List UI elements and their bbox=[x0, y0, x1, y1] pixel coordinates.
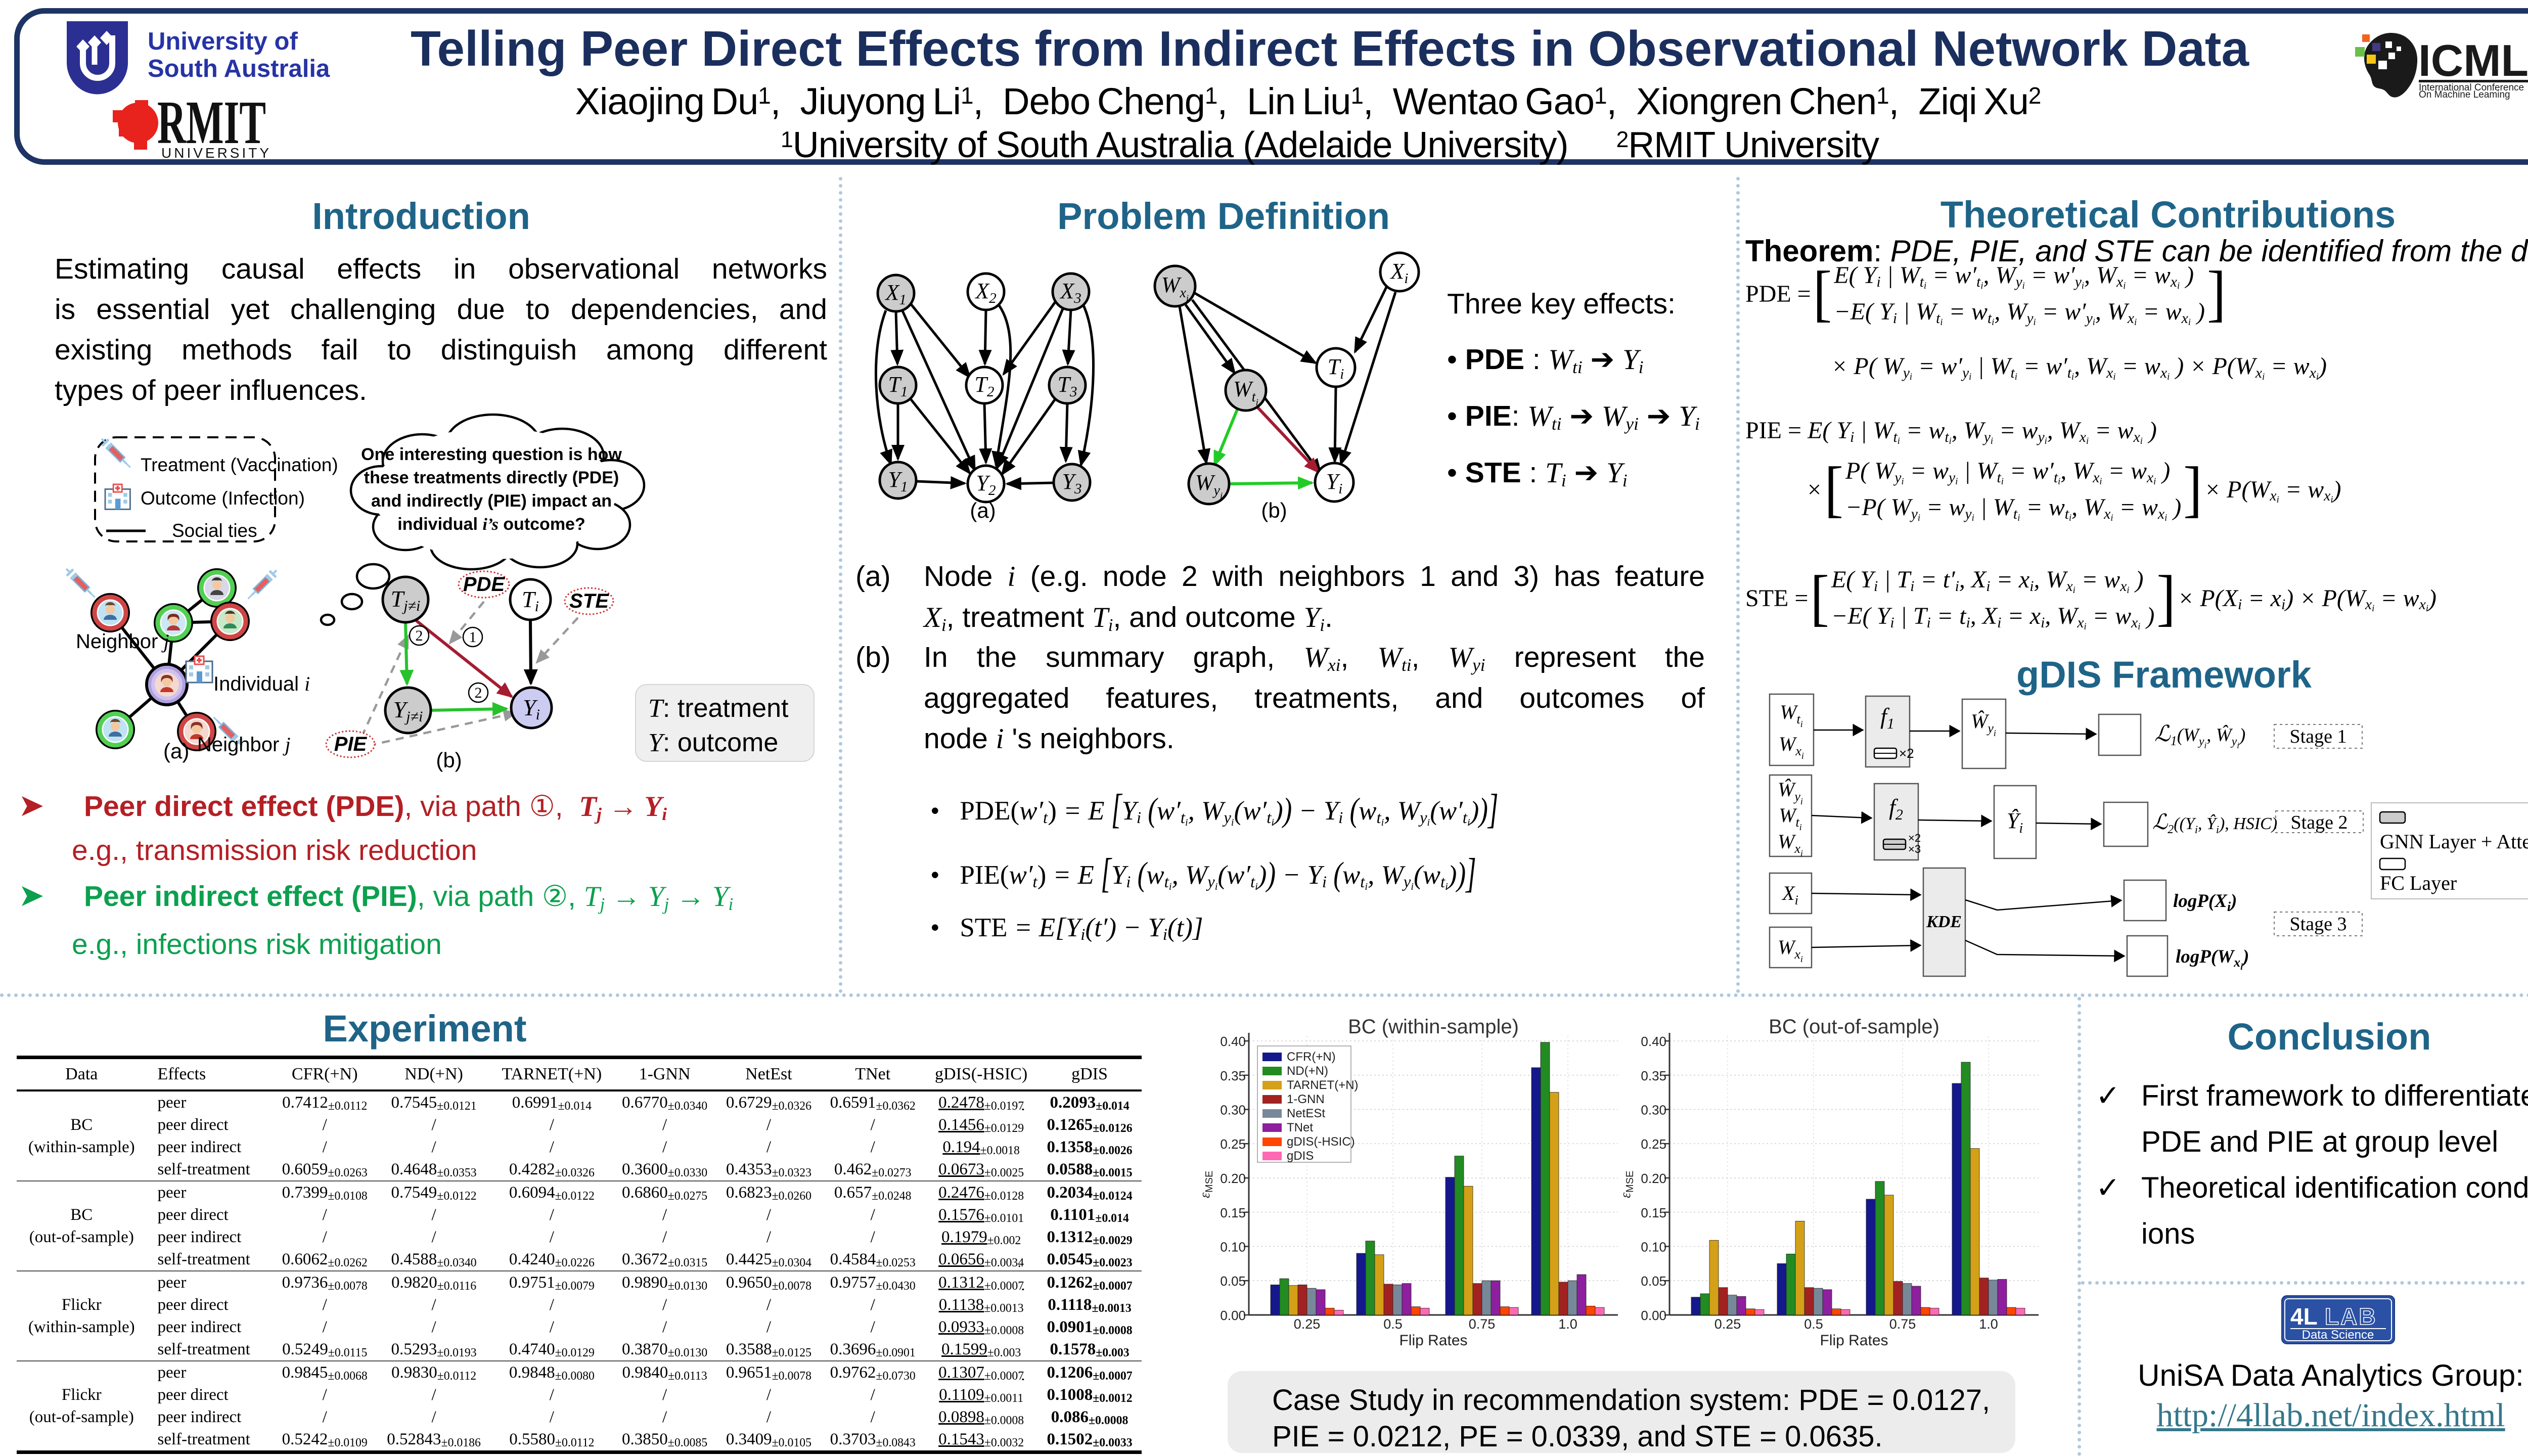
svg-text:0.25: 0.25 bbox=[1220, 1136, 1246, 1152]
svg-text:On Machine Leaming: On Machine Leaming bbox=[2419, 89, 2510, 100]
svg-text:0.35: 0.35 bbox=[1641, 1068, 1666, 1083]
svg-text:×2: ×2 bbox=[1899, 746, 1914, 761]
svg-text:0.20: 0.20 bbox=[1220, 1171, 1246, 1186]
svg-text:gDIS: gDIS bbox=[1287, 1149, 1314, 1163]
svg-text:0.05: 0.05 bbox=[1220, 1273, 1246, 1289]
svg-text:0.35: 0.35 bbox=[1220, 1068, 1246, 1083]
svg-text:ICML: ICML bbox=[2418, 35, 2528, 85]
svg-text:gDIS(-HSIC): gDIS(-HSIC) bbox=[1287, 1135, 1355, 1149]
svg-text:ℒ2((Yi, Ŷi), HSIC): ℒ2((Yi, Ŷi), HSIC) bbox=[2152, 811, 2277, 836]
svg-text:×3: ×3 bbox=[1908, 843, 1921, 855]
svg-text:Social ties: Social ties bbox=[172, 520, 257, 541]
svg-text:Tj≠i: Tj≠i bbox=[391, 586, 421, 614]
svg-text:BC (out-of-sample): BC (out-of-sample) bbox=[1769, 1016, 1939, 1038]
svg-text:University of: University of bbox=[148, 28, 298, 55]
svg-text:0.00: 0.00 bbox=[1641, 1308, 1666, 1323]
svg-text:1.0: 1.0 bbox=[1558, 1316, 1577, 1332]
svg-text:Y3: Y3 bbox=[1062, 469, 1082, 497]
svg-text:1-GNN: 1-GNN bbox=[1287, 1093, 1325, 1106]
svg-text:0.15: 0.15 bbox=[1641, 1205, 1666, 1220]
svg-text:T2: T2 bbox=[975, 372, 995, 400]
svg-text:Y: outcome: Y: outcome bbox=[648, 728, 778, 757]
svg-text:ND(+N): ND(+N) bbox=[1287, 1064, 1328, 1078]
svg-text:0.25: 0.25 bbox=[1294, 1316, 1321, 1332]
svg-text:Individual i: Individual i bbox=[213, 672, 310, 695]
svg-text:PDE: PDE bbox=[463, 573, 506, 596]
svg-text:International Conference: International Conference bbox=[2419, 82, 2524, 93]
svg-text:(b): (b) bbox=[436, 748, 462, 772]
svg-text:these treatments directly (PDE: these treatments directly (PDE) bbox=[364, 468, 619, 487]
svg-text:0.25: 0.25 bbox=[1641, 1136, 1666, 1152]
svg-text:0.15: 0.15 bbox=[1220, 1205, 1246, 1220]
svg-text:εMSE: εMSE bbox=[1618, 1171, 1636, 1198]
svg-text:BC (within-sample): BC (within-sample) bbox=[1348, 1016, 1519, 1038]
svg-text:ℒ1(Wyi, Ŵyi): ℒ1(Wyi, Ŵyi) bbox=[2154, 721, 2245, 750]
svg-text:KDE: KDE bbox=[1926, 913, 1962, 931]
svg-text:Data Science: Data Science bbox=[2302, 1328, 2374, 1342]
svg-text:logP(Wxi): logP(Wxi) bbox=[2176, 946, 2249, 972]
svg-text:CFR(+N): CFR(+N) bbox=[1287, 1050, 1336, 1064]
svg-text:0.00: 0.00 bbox=[1220, 1308, 1246, 1323]
svg-text:2: 2 bbox=[475, 685, 482, 701]
svg-text:LAB: LAB bbox=[2325, 1303, 2377, 1330]
svg-text:Stage 1: Stage 1 bbox=[2290, 726, 2347, 747]
svg-text:T: treatment: T: treatment bbox=[648, 694, 789, 723]
svg-text:Neighbor j: Neighbor j bbox=[76, 630, 169, 653]
svg-text:Flip Rates: Flip Rates bbox=[1820, 1332, 1888, 1349]
svg-text:0.20: 0.20 bbox=[1641, 1171, 1666, 1186]
svg-text:UNIVERSITY: UNIVERSITY bbox=[161, 145, 272, 161]
svg-text:logP(Xi): logP(Xi) bbox=[2173, 891, 2237, 914]
svg-text:Stage 2: Stage 2 bbox=[2291, 812, 2348, 833]
svg-text:Yj≠i: Yj≠i bbox=[393, 697, 423, 725]
svg-text:South Australia: South Australia bbox=[148, 55, 330, 82]
svg-text:Stage 3: Stage 3 bbox=[2290, 914, 2347, 935]
svg-text:0.10: 0.10 bbox=[1641, 1240, 1666, 1255]
svg-text:FC Layer: FC Layer bbox=[2380, 872, 2457, 894]
svg-text:Outcome (Infection): Outcome (Infection) bbox=[141, 488, 305, 509]
svg-text:0.05: 0.05 bbox=[1641, 1273, 1666, 1289]
svg-text:0.40: 0.40 bbox=[1641, 1034, 1666, 1049]
svg-text:×2: ×2 bbox=[1908, 832, 1921, 844]
svg-text:STE: STE bbox=[569, 590, 609, 612]
svg-text:(a): (a) bbox=[163, 739, 189, 763]
svg-text:1.0: 1.0 bbox=[1979, 1316, 1998, 1332]
svg-text:and indirectly (PIE) impact an: and indirectly (PIE) impact an bbox=[371, 491, 612, 511]
svg-text:individual i’s outcome?: individual i’s outcome? bbox=[397, 515, 585, 534]
svg-text:0.30: 0.30 bbox=[1220, 1103, 1246, 1118]
svg-text:TNet: TNet bbox=[1287, 1121, 1313, 1134]
svg-text:GNN Layer + Attention: GNN Layer + Attention bbox=[2380, 830, 2528, 853]
svg-text:0.75: 0.75 bbox=[1889, 1316, 1916, 1332]
svg-text:Flip Rates: Flip Rates bbox=[1399, 1332, 1467, 1349]
svg-text:0.25: 0.25 bbox=[1714, 1316, 1741, 1332]
svg-text:1: 1 bbox=[469, 629, 477, 646]
svg-text:0.75: 0.75 bbox=[1469, 1316, 1496, 1332]
svg-text:0.10: 0.10 bbox=[1220, 1240, 1246, 1255]
svg-text:0.5: 0.5 bbox=[1383, 1316, 1403, 1332]
svg-text:0.40: 0.40 bbox=[1220, 1034, 1246, 1049]
svg-text:One interesting question is ho: One interesting question is how bbox=[361, 445, 622, 464]
svg-text:0.5: 0.5 bbox=[1804, 1316, 1823, 1332]
svg-text:4L: 4L bbox=[2290, 1303, 2318, 1330]
svg-text:NetESt: NetESt bbox=[1287, 1107, 1325, 1120]
svg-text:RMIT: RMIT bbox=[157, 94, 266, 157]
svg-text:Neighbor j: Neighbor j bbox=[197, 733, 291, 756]
svg-text:2: 2 bbox=[416, 627, 423, 644]
svg-text:PIE: PIE bbox=[334, 733, 368, 755]
svg-text:(a): (a) bbox=[970, 498, 996, 522]
svg-text:(b): (b) bbox=[1261, 498, 1287, 522]
svg-text:TARNET(+N): TARNET(+N) bbox=[1287, 1078, 1359, 1092]
svg-text:0.30: 0.30 bbox=[1641, 1103, 1666, 1118]
svg-text:εMSE: εMSE bbox=[1197, 1171, 1215, 1198]
svg-text:Treatment (Vaccination): Treatment (Vaccination) bbox=[141, 454, 338, 475]
